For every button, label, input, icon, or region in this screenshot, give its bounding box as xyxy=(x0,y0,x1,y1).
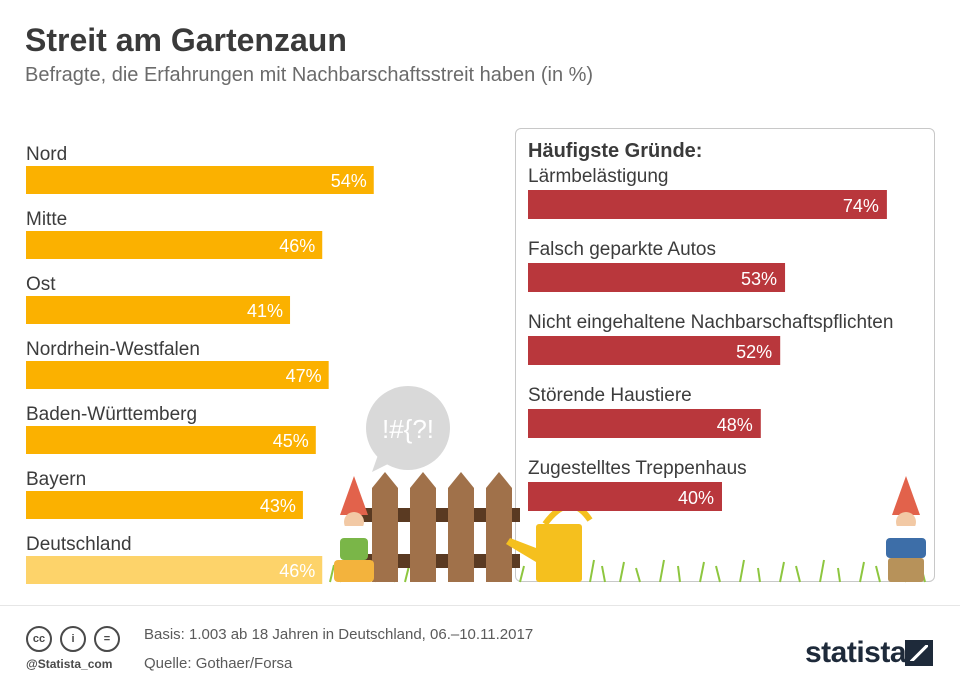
reason-label: Nicht eingehaltene Nachbarschaftspflicht… xyxy=(528,312,893,333)
region-bar xyxy=(26,491,303,519)
region-bar xyxy=(26,296,291,324)
no-derivatives-icon[interactable]: = xyxy=(94,626,120,652)
region-bar xyxy=(26,556,323,584)
reasons-panel-title: Häufigste Gründe: xyxy=(528,140,703,162)
region-value-label: 46% xyxy=(279,561,315,581)
basis-note: Basis: 1.003 ab 18 Jahren in Deutschland… xyxy=(144,626,534,643)
statista-logo[interactable]: statista xyxy=(805,636,907,669)
chart-canvas: !#{?! xyxy=(26,144,926,584)
region-bar-chart: Nord 54% Mitte 46% Ost 41% Nordrhein-Westfalen… xyxy=(26,144,374,584)
attribution-icon[interactable]: i xyxy=(60,626,86,652)
statista-handle[interactable]: @Statista_com xyxy=(26,657,113,671)
region-value-label: 43% xyxy=(260,496,296,516)
reason-bar xyxy=(528,336,781,365)
speech-bubble: !#{?! xyxy=(366,386,450,472)
chart-title: Streit am Gartenzaun xyxy=(25,22,347,58)
reason-value-label: 52% xyxy=(736,342,772,362)
source-note: Quelle: Gothaer/Forsa xyxy=(144,655,293,672)
footer xyxy=(0,605,960,684)
region-label: Mitte xyxy=(26,209,67,230)
reason-value-label: 48% xyxy=(717,415,753,435)
region-bar xyxy=(26,231,323,259)
chart-subtitle: Befragte, die Erfahrungen mit Nachbarsch… xyxy=(25,64,594,86)
reason-label: Falsch geparkte Autos xyxy=(528,239,716,260)
reason-bar xyxy=(528,482,722,511)
region-label: Nordrhein-Westfalen xyxy=(26,339,200,360)
gnome-left-illustration xyxy=(334,476,374,582)
reason-value-label: 40% xyxy=(678,488,714,508)
region-value-label: 54% xyxy=(331,171,367,191)
fence-illustration xyxy=(360,472,520,582)
reason-label: Zugestelltes Treppenhaus xyxy=(528,458,747,479)
watering-can-illustration xyxy=(506,502,593,582)
speech-bubble-text: !#{?! xyxy=(382,414,434,444)
garden-illustration: !#{?! xyxy=(329,386,926,583)
region-value-label: 41% xyxy=(247,301,283,321)
region-bar xyxy=(26,166,374,194)
region-value-label: 45% xyxy=(273,431,309,451)
creative-commons-icon[interactable]: cc xyxy=(26,626,52,652)
license-icons: cc i = xyxy=(26,626,120,652)
reason-label: Lärmbelästigung xyxy=(528,166,668,187)
region-label: Baden-Württemberg xyxy=(26,404,197,425)
reasons-bar-chart: Lärmbelästigung 74% Falsch geparkte Autos 5… xyxy=(528,166,893,511)
reason-bar xyxy=(528,190,887,219)
region-value-label: 47% xyxy=(286,366,322,386)
gnome-right-illustration xyxy=(886,476,926,582)
reason-value-label: 53% xyxy=(741,269,777,289)
reason-bar xyxy=(528,409,761,438)
reason-bar xyxy=(528,263,786,292)
reasons-panel xyxy=(515,128,935,582)
region-label: Deutschland xyxy=(26,534,132,555)
reason-label: Störende Haustiere xyxy=(528,385,692,406)
region-label: Ost xyxy=(26,274,56,295)
statista-logo-icon xyxy=(905,640,933,666)
region-bar xyxy=(26,426,316,454)
region-value-label: 46% xyxy=(279,236,315,256)
region-bar xyxy=(26,361,329,389)
reason-value-label: 74% xyxy=(843,196,879,216)
region-label: Bayern xyxy=(26,469,86,490)
region-label: Nord xyxy=(26,144,67,165)
